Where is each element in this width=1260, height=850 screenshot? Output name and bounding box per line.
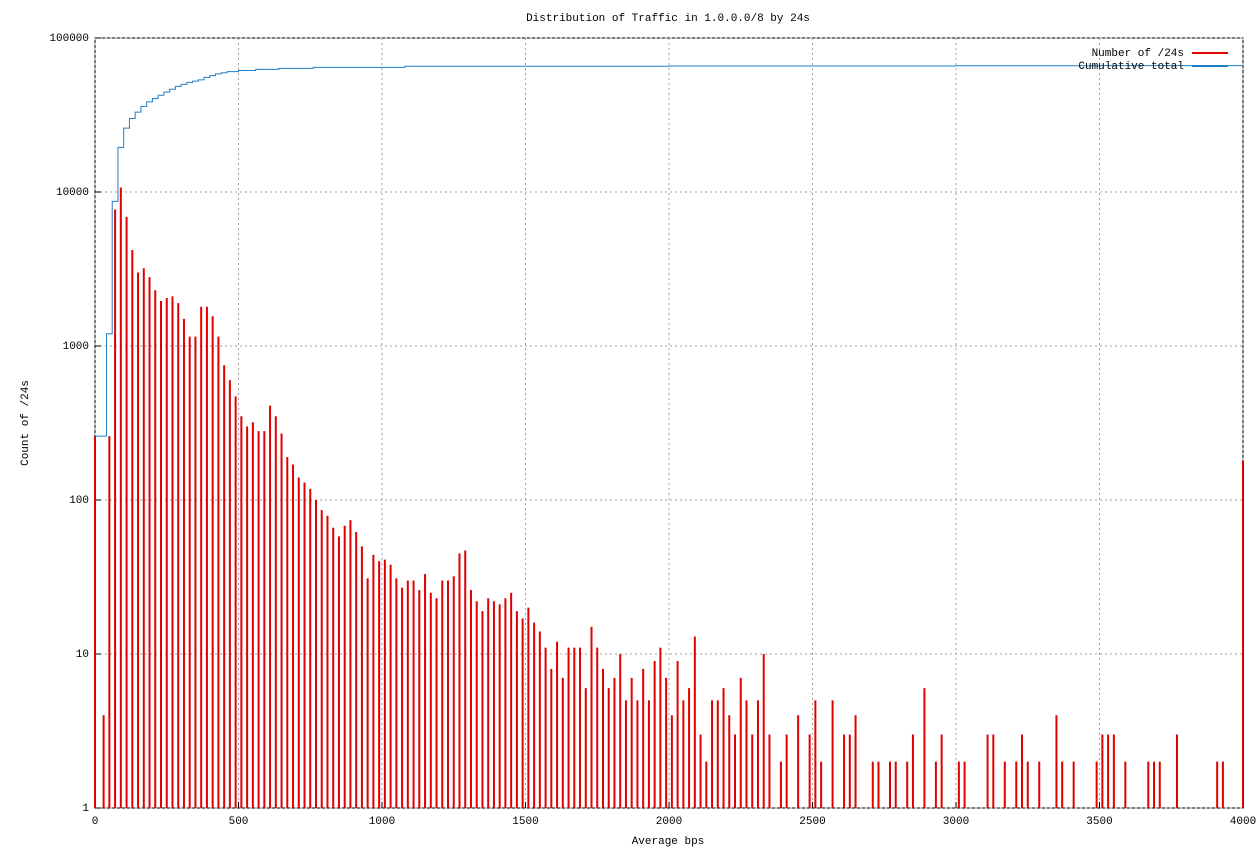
y-tick-label: 1 [82,803,89,815]
x-tick-label: 3000 [943,816,969,828]
x-tick-label: 1000 [369,816,395,828]
x-tick-label: 1500 [512,816,538,828]
y-tick-label: 10000 [56,187,89,199]
y-tick-label: 1000 [63,341,89,353]
cumulative-line [95,65,1244,437]
x-axis-label: Average bps [632,836,705,848]
x-tick-label: 500 [229,816,249,828]
y-tick-label: 10 [76,649,89,661]
x-tick-label: 4000 [1230,816,1256,828]
x-tick-label: 2000 [656,816,682,828]
y-tick-label: 100000 [49,33,89,45]
x-tick-label: 0 [92,816,99,828]
chart-title: Distribution of Traffic in 1.0.0.0/8 by … [526,13,810,25]
y-axis-label: Count of /24s [20,380,32,466]
legend-label: Number of /24s [1092,48,1184,60]
x-tick-label: 3500 [1086,816,1112,828]
x-tick-label: 2500 [799,816,825,828]
legend-label: Cumulative total [1078,61,1184,73]
y-tick-label: 100 [69,495,89,507]
